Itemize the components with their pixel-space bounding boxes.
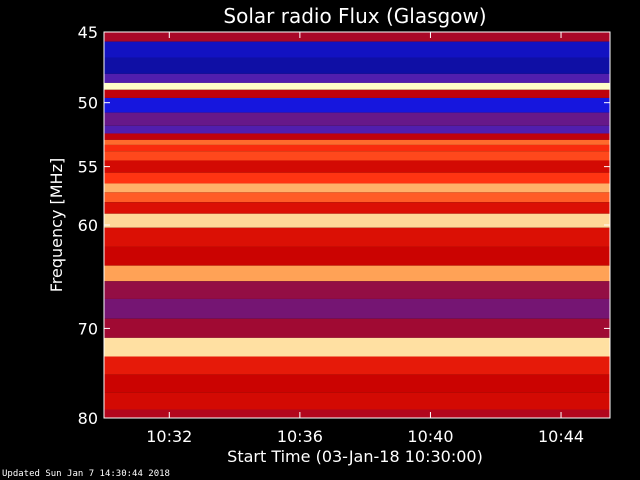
y-tick-label: 60 — [78, 216, 98, 235]
heatmap-band — [104, 133, 610, 140]
heatmap-band — [104, 356, 610, 375]
heatmap-band — [104, 202, 610, 214]
x-tick-label: 10:44 — [538, 427, 584, 446]
heatmap-band — [104, 144, 610, 152]
heatmap-band — [104, 82, 610, 90]
y-tick-label: 50 — [78, 94, 98, 113]
heatmap-band — [104, 227, 610, 247]
heatmap-band — [104, 151, 610, 161]
chart-title: Solar radio Flux (Glasgow) — [223, 4, 486, 28]
heatmap-band — [104, 374, 610, 393]
heatmap-band — [104, 337, 610, 357]
heatmap-band — [104, 160, 610, 173]
y-axis-label: Frequency [MHz] — [47, 158, 66, 292]
y-tick-label: 70 — [78, 319, 98, 338]
heatmap-band — [104, 298, 610, 319]
heatmap-band — [104, 73, 610, 83]
heatmap-band — [104, 32, 610, 42]
heatmap-band — [104, 318, 610, 338]
heatmap-band — [104, 265, 610, 282]
x-tick-label: 10:36 — [277, 427, 323, 446]
heatmap-band — [104, 281, 610, 299]
heatmap-layer — [104, 32, 610, 418]
heatmap-band — [104, 172, 610, 184]
heatmap-band — [104, 112, 610, 126]
heatmap-band — [104, 97, 610, 113]
heatmap-band — [104, 192, 610, 203]
heatmap-band — [104, 409, 610, 418]
x-tick-label: 10:32 — [146, 427, 192, 446]
heatmap-band — [104, 89, 610, 98]
heatmap-band — [104, 57, 610, 74]
heatmap-band — [104, 392, 610, 410]
ticks-layer: 45 50 55 60 70 80 10:32 10:36 10:40 10:44 — [78, 23, 610, 446]
heatmap-band — [104, 139, 610, 145]
x-axis-label: Start Time (03-Jan-18 10:30:00) — [227, 447, 483, 466]
y-tick-label: 55 — [78, 158, 98, 177]
heatmap-band — [104, 125, 610, 134]
heatmap-band — [104, 246, 610, 266]
y-tick-label: 45 — [78, 23, 98, 42]
heatmap-band — [104, 41, 610, 58]
update-timestamp: Updated Sun Jan 7 14:30:44 2018 — [2, 469, 170, 479]
heatmap-band — [104, 213, 610, 228]
heatmap-band — [104, 183, 610, 193]
y-tick-label: 80 — [78, 409, 98, 428]
x-tick-label: 10:40 — [407, 427, 453, 446]
